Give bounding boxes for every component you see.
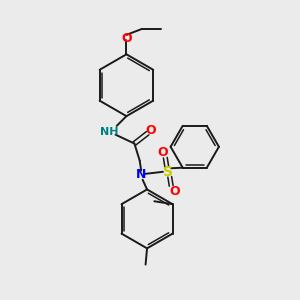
Text: O: O (146, 124, 157, 137)
Text: NH: NH (100, 127, 118, 137)
Text: S: S (163, 165, 173, 179)
Text: O: O (169, 185, 180, 198)
Text: O: O (158, 146, 168, 159)
Text: O: O (121, 32, 132, 46)
Text: N: N (136, 168, 146, 181)
